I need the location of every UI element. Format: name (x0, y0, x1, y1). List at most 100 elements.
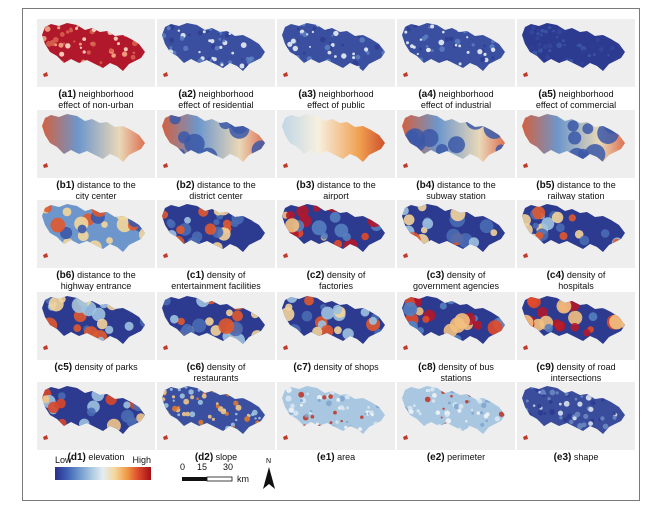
map-panel: (c8) density of bus stations (397, 292, 515, 389)
caption-text-1: neighborhood (558, 89, 614, 99)
panel-caption: (d1) elevation (33, 452, 159, 463)
panel-id: (a3) (298, 89, 317, 100)
caption-text-1: area (337, 452, 356, 462)
map-panel: (b4) distance to the subway station (397, 110, 515, 207)
scale-tick-15: 15 (197, 462, 208, 472)
map-panel: (c7) density of shops (277, 292, 395, 389)
panel-caption: (b6) distance to the highway entrance (33, 270, 159, 291)
caption-text-1: perimeter (447, 452, 486, 462)
map-panel: (a2) neighborhood effect of residential (157, 19, 275, 116)
panel-caption: (c7) density of shops (273, 362, 399, 373)
scale-bar: 0 15 30 km (180, 462, 250, 492)
panel-caption: (d2) slope (153, 452, 279, 463)
caption-text-1: density of (446, 270, 486, 280)
panel-caption: (c3) density of government agencies (393, 270, 519, 291)
panel-id: (d2) (194, 452, 214, 463)
scale-bar-graphic (182, 476, 233, 482)
panel-id: (a5) (538, 89, 557, 100)
map-image (517, 292, 635, 360)
map-image (517, 19, 635, 87)
map-panel: (a5) neighborhood effect of commercial (517, 19, 635, 116)
map-image (517, 382, 635, 450)
legend-colorbar (55, 467, 151, 480)
panel-id: (e2) (426, 452, 445, 463)
caption-text-2: district center (189, 191, 243, 201)
map-image (37, 292, 155, 360)
caption-text-1: neighborhood (198, 89, 254, 99)
caption-text-1: slope (215, 452, 238, 462)
map-image (157, 292, 275, 360)
caption-line-1: (e2) perimeter (393, 452, 519, 463)
caption-line-1: (c6) density of (153, 362, 279, 373)
caption-text-2: hospitals (558, 281, 594, 291)
caption-text-1: density of (326, 270, 366, 280)
map-panel: (c9) density of road intersections (517, 292, 635, 389)
map-panel: (b1) distance to the city center (37, 110, 155, 207)
caption-text-2: subway station (426, 191, 486, 201)
map-panel: (c5) density of parks (37, 292, 155, 389)
map-panel: (b2) distance to the district center (157, 110, 275, 207)
caption-text-1: neighborhood (78, 89, 134, 99)
map-image (517, 110, 635, 178)
map-panel: (c6) density of restaurants (157, 292, 275, 389)
caption-text-2: effect of non-urban (58, 100, 134, 110)
caption-line-1: (a2) neighborhood (153, 89, 279, 100)
map-panel: (c1) density of entertainment facilities (157, 200, 275, 297)
map-image (157, 382, 275, 450)
map-panel: (b6) distance to the highway entrance (37, 200, 155, 297)
legend-low-label: Low (55, 455, 72, 465)
caption-line-1: (b4) distance to the (393, 180, 519, 191)
map-image (517, 200, 635, 268)
caption-line-1: (b1) distance to the (33, 180, 159, 191)
caption-text-2: intersections (550, 373, 602, 383)
caption-text-2: railway station (547, 191, 605, 201)
caption-line-1: (b5) distance to the (513, 180, 639, 191)
caption-text-1: density of (206, 362, 246, 372)
caption-line-1: (c9) density of road (513, 362, 639, 373)
map-panel: (c3) density of government agencies (397, 200, 515, 297)
map-image (37, 110, 155, 178)
panel-id: (a2) (178, 89, 197, 100)
north-arrow-icon (263, 467, 275, 489)
map-image (277, 200, 395, 268)
caption-text-2: entertainment facilities (171, 281, 261, 291)
panel-id: (c4) (546, 270, 565, 281)
panel-caption: (e3) shape (513, 452, 639, 463)
caption-text-2: restaurants (193, 373, 239, 383)
panel-caption: (c9) density of road intersections (513, 362, 639, 383)
map-panel: (b3) distance to the airport (277, 110, 395, 207)
caption-line-1: (b2) distance to the (153, 180, 279, 191)
map-image (277, 382, 395, 450)
caption-line-1: (b3) distance to the (273, 180, 399, 191)
map-image (157, 200, 275, 268)
panel-id: (b5) (536, 180, 555, 191)
caption-line-1: (b6) distance to the (33, 270, 159, 281)
panel-id: (b1) (56, 180, 75, 191)
caption-line-1: (a1) neighborhood (33, 89, 159, 100)
panel-caption: (e1) area (273, 452, 399, 463)
caption-line-1: (d2) slope (153, 452, 279, 463)
map-image (277, 110, 395, 178)
map-panel: (e1) area (277, 382, 395, 479)
caption-text-1: distance to the (557, 180, 616, 190)
panel-caption: (c4) density of hospitals (513, 270, 639, 291)
panel-caption: (b2) distance to the district center (153, 180, 279, 201)
panel-caption: (c2) density of factories (273, 270, 399, 291)
caption-text-2: factories (318, 281, 353, 291)
caption-text-1: neighborhood (438, 89, 494, 99)
map-panel: (a3) neighborhood effect of public (277, 19, 395, 116)
caption-text-2: city center (75, 191, 117, 201)
caption-text-1: shape (573, 452, 599, 462)
panel-id: (c8) (418, 362, 436, 373)
map-image (397, 292, 515, 360)
panel-caption: (a5) neighborhood effect of commercial (513, 89, 639, 110)
map-panel: (c2) density of factories (277, 200, 395, 297)
panel-id: (b6) (56, 270, 75, 281)
panel-id: (d1) (67, 452, 86, 463)
caption-text-2: effect of public (307, 100, 365, 110)
panel-id: (c3) (426, 270, 445, 281)
panel-caption: (b3) distance to the airport (273, 180, 399, 201)
scale-unit: km (237, 474, 249, 484)
panel-id: (a4) (418, 89, 437, 100)
panel-id: (c5) (54, 362, 73, 373)
